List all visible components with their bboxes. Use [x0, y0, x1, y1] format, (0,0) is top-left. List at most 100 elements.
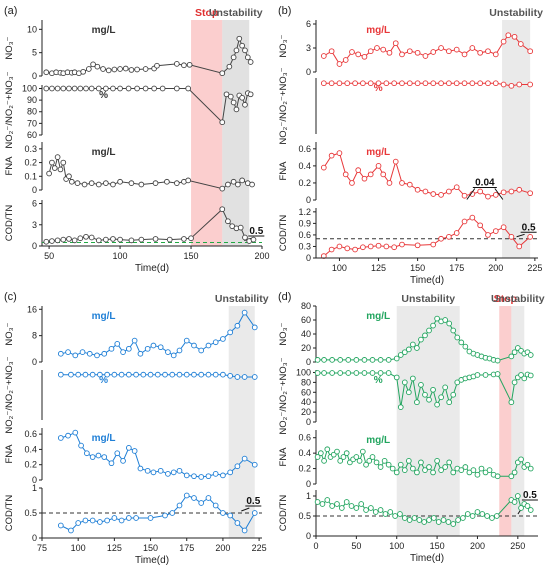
y-tick-label: 90 [27, 95, 37, 105]
data-point [108, 345, 115, 352]
y-tick-label: 1 [32, 483, 37, 493]
data-point [150, 342, 157, 349]
data-point [314, 357, 321, 363]
data-point [137, 465, 144, 472]
data-point [205, 342, 212, 349]
data-point [355, 167, 362, 173]
unit-label: % [99, 375, 108, 386]
data-point [337, 357, 344, 363]
data-point [320, 80, 327, 87]
data-point [410, 341, 416, 348]
data-point [422, 80, 429, 87]
data-point [89, 454, 96, 460]
data-point [147, 515, 154, 521]
data-point [122, 65, 129, 72]
data-point [114, 341, 121, 347]
data-point [144, 467, 151, 474]
data-point [375, 80, 382, 87]
data-point [342, 57, 349, 63]
data-point [446, 399, 453, 406]
data-point [401, 349, 408, 356]
data-point [337, 458, 344, 464]
data-point [446, 233, 452, 240]
data-point [469, 513, 476, 519]
y-tick-label: 5 [32, 48, 37, 58]
data-point [438, 192, 444, 198]
band-label-1: Unstability [209, 7, 263, 19]
data-point [381, 458, 388, 464]
data-point [165, 471, 171, 477]
data-point [377, 370, 384, 376]
x-tick-label: 125 [371, 263, 386, 273]
data-point [374, 45, 380, 51]
data-point [117, 178, 123, 185]
data-point [386, 49, 393, 56]
series-line [60, 311, 256, 357]
data-point [220, 510, 226, 516]
y-tick-label: 40 [301, 397, 311, 407]
data-point [434, 315, 440, 322]
data-point [114, 450, 121, 457]
data-point [494, 357, 501, 364]
x-tick-label: 200 [470, 541, 485, 551]
data-point [191, 473, 197, 480]
data-point [511, 33, 518, 40]
x-tick-label: 100 [332, 263, 347, 273]
y-tick-label: 80 [27, 107, 37, 117]
data-point [426, 327, 432, 334]
x-axis-label: Time(d) [410, 553, 444, 564]
data-point [430, 322, 436, 329]
data-point [353, 454, 360, 460]
data-point [86, 350, 93, 357]
data-point [186, 61, 193, 68]
panel-label: (b) [278, 5, 291, 17]
y-tick-label: 0 [32, 185, 37, 195]
data-point [103, 180, 109, 186]
data-point [435, 519, 442, 525]
data-point [391, 80, 398, 87]
data-point [72, 429, 79, 436]
data-point [176, 502, 183, 509]
x-tick-label: 100 [71, 543, 86, 553]
data-point [405, 389, 412, 396]
unit-label: % [374, 83, 383, 94]
data-point [241, 455, 248, 462]
data-point [478, 465, 485, 472]
data-point [251, 510, 258, 516]
y-tick-label: 0.6 [298, 230, 311, 240]
x-tick-label: 125 [107, 543, 122, 553]
data-point [219, 185, 226, 192]
data-point [438, 467, 444, 473]
y-tick-label: 0.3 [298, 241, 311, 251]
data-point [176, 347, 183, 354]
data-point [162, 371, 168, 378]
data-point [173, 180, 180, 186]
data-point [431, 515, 437, 521]
data-point [82, 371, 89, 378]
data-point [125, 345, 132, 352]
data-point [359, 448, 366, 455]
unit-label: mg/L [92, 25, 116, 36]
x-tick-label: 75 [37, 543, 47, 553]
data-point [426, 396, 432, 403]
data-point [133, 371, 139, 378]
data-point [375, 163, 382, 169]
data-point [399, 80, 405, 87]
data-point [511, 379, 518, 386]
x-tick-label: 0 [313, 541, 318, 551]
data-point [414, 49, 421, 56]
data-point [406, 80, 413, 87]
data-point [416, 517, 423, 523]
data-point [382, 511, 389, 517]
data-point [144, 345, 151, 352]
data-point [527, 372, 534, 379]
data-point [60, 236, 67, 243]
y-axis-label: NO₃⁻ [4, 322, 15, 345]
y-tick-label: 100 [296, 367, 311, 377]
data-point [212, 471, 219, 477]
data-point [101, 350, 108, 357]
data-point [446, 320, 453, 327]
data-point [393, 469, 400, 476]
y-axis-label: NO₃⁻ [278, 34, 289, 57]
y-tick-label: 40 [301, 329, 311, 339]
